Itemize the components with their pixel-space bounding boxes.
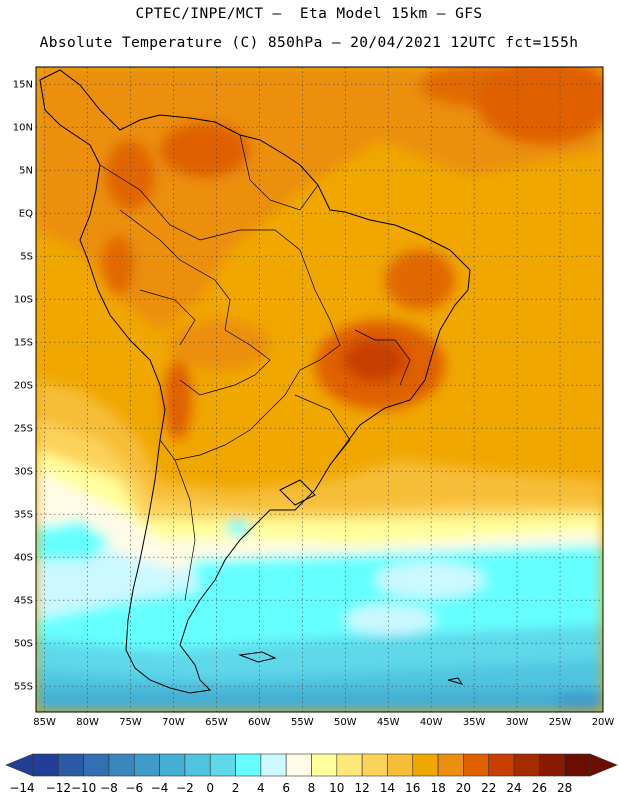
colorbar-swatch <box>159 753 186 777</box>
colorbar-swatch <box>235 753 262 777</box>
colorbar-swatch <box>260 753 287 777</box>
map-frame <box>35 66 604 713</box>
colorbar <box>5 753 618 777</box>
colorbar-swatch <box>184 753 211 777</box>
colorbar-label: −12 <box>46 781 71 795</box>
colorbar-swatch <box>539 753 565 777</box>
colorbar-label: −8 <box>100 781 118 795</box>
colorbar-swatch <box>336 753 363 777</box>
colorbar-swatch <box>488 753 515 777</box>
colorbar-label: −2 <box>176 781 194 795</box>
colorbar-swatch <box>83 753 110 777</box>
colorbar-swatch <box>209 753 236 777</box>
lat-label: 40S <box>14 553 33 564</box>
colorbar-swatch <box>108 753 135 777</box>
lat-label: 5N <box>19 166 33 177</box>
coastlines <box>39 69 471 694</box>
colorbar-label: 22 <box>481 781 496 795</box>
lon-label: 75W <box>119 717 142 728</box>
colorbar-label: −4 <box>151 781 169 795</box>
colorbar-label: 2 <box>232 781 240 795</box>
lon-label: 35W <box>463 717 486 728</box>
colorbar-label: 16 <box>405 781 420 795</box>
colorbar-label: 14 <box>380 781 395 795</box>
colorbar-label: −10 <box>71 781 96 795</box>
lat-label: 15N <box>13 80 33 91</box>
colorbar-swatch <box>133 753 160 777</box>
lon-label: 45W <box>377 717 400 728</box>
lat-label: 10S <box>14 295 33 306</box>
lat-label: 45S <box>14 596 33 607</box>
country-borders <box>99 134 411 601</box>
colorbar-swatch <box>58 753 84 777</box>
lon-label: 70W <box>162 717 185 728</box>
colorbar-label: 6 <box>282 781 290 795</box>
lat-label: 50S <box>14 639 33 650</box>
title-line-2: Absolute Temperature (C) 850hPa – 20/04/… <box>39 35 579 51</box>
longitude-labels: 85W 80W 75W 70W 65W 60W 55W 50W 45W 40W 35W 30W 25W 2… <box>33 717 614 728</box>
colorbar-label: 4 <box>257 781 265 795</box>
colorbar-right-arrow <box>589 753 618 777</box>
colorbar-swatch <box>361 753 388 777</box>
title-line-1: CPTEC/INPE/MCT – Eta Model 15km – GFS <box>135 6 483 22</box>
colorbar-swatch <box>513 753 540 777</box>
temperature-field <box>36 67 603 712</box>
latitude-labels: 15N 10N 5N EQ 5S 10S 15S 20S 25S 30S 35S 40S 45S 50S 5… <box>13 80 33 693</box>
colorbar-label: −14 <box>9 781 34 795</box>
colorbar-left-arrow <box>5 753 34 777</box>
colorbar-label: 26 <box>532 781 547 795</box>
graticule <box>36 67 603 712</box>
colorbar-label: −6 <box>125 781 143 795</box>
lon-label: 60W <box>248 717 271 728</box>
colorbar-label: 24 <box>506 781 521 795</box>
lat-label: 5S <box>20 252 33 263</box>
lat-label: 20S <box>14 381 33 392</box>
colorbar-swatch <box>387 753 414 777</box>
colorbar-swatch <box>311 753 338 777</box>
lat-label: 55S <box>14 682 33 693</box>
colorbar-label: 0 <box>206 781 214 795</box>
lat-label: 15S <box>14 338 33 349</box>
colorbar-label: 20 <box>456 781 471 795</box>
colorbar-label: 10 <box>329 781 344 795</box>
colorbar-swatch <box>32 753 59 777</box>
colorbar-swatch <box>564 753 591 777</box>
lon-label: 80W <box>76 717 99 728</box>
lat-label: 25S <box>14 424 33 435</box>
lon-label: 30W <box>506 717 529 728</box>
lat-label: 35S <box>14 510 33 521</box>
lon-label: 25W <box>549 717 572 728</box>
lat-label: EQ <box>19 209 33 220</box>
lon-label: 40W <box>420 717 443 728</box>
colorbar-label: 8 <box>308 781 316 795</box>
colorbar-swatch <box>463 753 490 777</box>
lat-label: 30S <box>14 467 33 478</box>
colorbar-swatch <box>285 753 312 777</box>
colorbar-label: 12 <box>354 781 369 795</box>
lon-label: 50W <box>334 717 357 728</box>
colorbar-swatch <box>412 753 439 777</box>
colorbar-swatch <box>437 753 464 777</box>
lon-label: 20W <box>592 717 615 728</box>
colorbar-label: 18 <box>430 781 445 795</box>
lon-label: 65W <box>205 717 228 728</box>
colorbar-labels: −14 −12 −10 −8 −6 −4 −2 0 2 4 6 8 10 12 14 16 18 20 22 24 26… <box>9 781 572 795</box>
lon-label: 55W <box>291 717 314 728</box>
lon-label: 85W <box>33 717 56 728</box>
lat-label: 10N <box>13 123 33 134</box>
colorbar-label: 28 <box>557 781 572 795</box>
